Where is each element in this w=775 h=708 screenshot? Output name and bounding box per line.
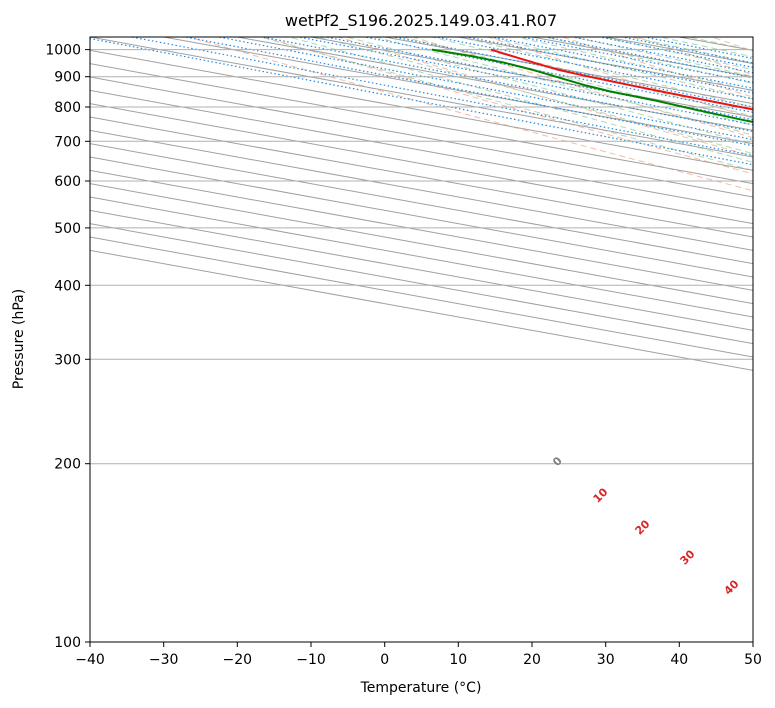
x-tick-label: 0: [380, 652, 389, 668]
isotherm-line: [90, 63, 753, 185]
x-tick-label: −40: [75, 652, 105, 668]
moist-adiabat: [429, 37, 753, 117]
mixing-ratio-line: [182, 37, 753, 147]
moist-adiabat: [514, 37, 753, 92]
moist-adiabat: [542, 37, 753, 84]
y-tick-label: 700: [54, 134, 81, 150]
isotherm-line: [237, 37, 753, 131]
y-axis-ticks: 100 200 300 400 500 600 700 800 900 1000: [45, 43, 90, 651]
dry-adiabat: [187, 37, 753, 192]
y-tick-label: 400: [54, 278, 81, 294]
x-tick-label: −20: [223, 652, 253, 668]
plot-frame: [89, 36, 754, 643]
temperature-profile: [490, 48, 753, 111]
isotherm-line: [90, 116, 753, 238]
y-tick-label: 900: [54, 70, 81, 86]
isotherm-line: [90, 129, 753, 251]
isotherm-line: [90, 236, 753, 358]
isotherm-line: [90, 37, 753, 158]
y-tick-label: 100: [54, 635, 81, 651]
moist-adiabat: [258, 37, 753, 172]
x-tick-label: −10: [296, 652, 326, 668]
x-axis-label: Temperature (°C): [360, 680, 482, 696]
dry-adiabat-label: 0: [550, 454, 565, 469]
isotherm-line: [163, 37, 753, 145]
x-tick-label: 10: [449, 652, 467, 668]
dry-adiabat-label: 20: [633, 517, 653, 537]
chart-title: wetPf2_S196.2025.149.03.41.R07: [285, 11, 557, 31]
y-tick-label: 300: [54, 352, 81, 368]
x-tick-label: 20: [523, 652, 541, 668]
y-tick-label: 200: [54, 457, 81, 473]
isotherm-line: [90, 49, 753, 171]
dry-adiabat-label: 10: [591, 485, 611, 505]
dry-adiabat: [411, 37, 753, 139]
dry-adiabat-label: 30: [678, 547, 698, 567]
mixing-ratio-line: [128, 37, 753, 157]
moist-adiabat: [400, 37, 753, 127]
dry-adiabat-label: 40: [722, 577, 742, 597]
x-tick-label: 30: [597, 652, 615, 668]
moist-adiabat: [686, 37, 753, 51]
isotherm-line: [310, 37, 753, 118]
dry-adiabat: [486, 37, 753, 119]
x-tick-label: 40: [670, 652, 688, 668]
dry-adiabat: [753, 25, 775, 655]
isotherm-line: [90, 249, 753, 371]
moist-adiabat: [372, 37, 753, 136]
data-series: [431, 48, 753, 123]
mixing-ratio-line: [390, 37, 753, 108]
mixing-ratio-line: [619, 37, 753, 64]
dry-adiabat: [336, 37, 753, 157]
mixing-ratio-line: [361, 37, 753, 113]
y-tick-label: 500: [54, 221, 81, 237]
moist-adiabat: [457, 37, 753, 108]
isotherm-line: [90, 76, 753, 198]
background-lines: [90, 25, 775, 655]
x-tick-label: −30: [149, 652, 179, 668]
dry-adiabat: [261, 37, 753, 175]
isotherm-line: [752, 37, 753, 38]
y-tick-label: 800: [54, 100, 81, 116]
y-tick-label: 600: [54, 174, 81, 190]
mixing-ratio-line: [489, 37, 753, 89]
y-axis-label: Pressure (hPa): [11, 289, 27, 389]
mixing-ratio-line: [90, 37, 753, 166]
isotherm-line: [90, 103, 753, 225]
x-axis-ticks: −40 −30 −20 −10 0 10 20 30 40 50: [75, 642, 762, 668]
isotherm-line: [90, 223, 753, 345]
isotherm-line: [90, 89, 753, 211]
mixing-ratio-line: [596, 37, 753, 69]
pressure-grid: [90, 49, 753, 643]
isotherm-labels: 0.10.20.40.611.52346810131620253036-100-…: [550, 454, 742, 598]
y-tick-label: 1000: [45, 43, 81, 59]
x-tick-label: 50: [744, 652, 762, 668]
